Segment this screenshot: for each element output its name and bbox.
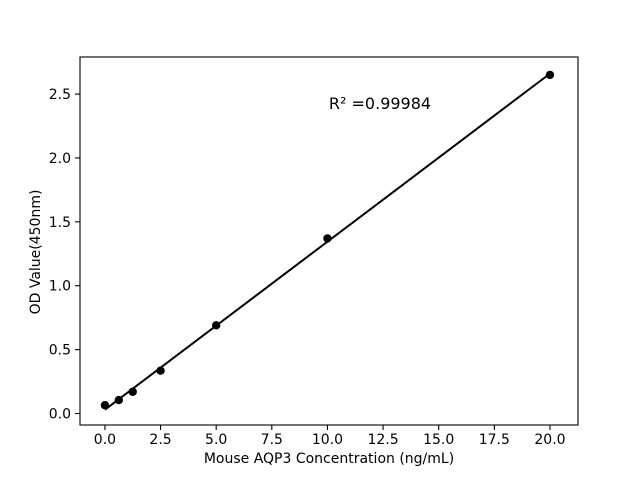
x-tick-label: 10.0	[312, 432, 343, 448]
y-tick-label: 0.0	[49, 407, 71, 423]
data-point	[156, 366, 165, 375]
data-point	[114, 395, 124, 405]
plot-frame	[79, 56, 579, 426]
data-point	[211, 321, 221, 330]
r-squared-annotation: R² =0.99984	[329, 94, 431, 113]
data-point	[323, 234, 332, 243]
x-axis-label: Mouse AQP3 Concentration (ng/mL)	[204, 451, 454, 467]
x-tick-label: 2.5	[149, 432, 171, 448]
x-tick-label: 0.0	[94, 432, 116, 448]
data-point	[100, 400, 110, 410]
x-tick-label: 15.0	[423, 432, 454, 448]
y-tick-label: 2.0	[49, 151, 71, 167]
y-tick-label: 1.5	[49, 215, 71, 231]
x-tick-label: 20.0	[534, 432, 565, 448]
y-tick-label: 0.5	[49, 343, 71, 359]
data-point	[128, 387, 137, 396]
x-tick-label: 5.0	[205, 432, 227, 448]
y-axis-label: OD Value(450nm)	[28, 190, 44, 315]
x-tick-label: 7.5	[261, 432, 283, 448]
x-tick-label: 12.5	[367, 432, 398, 448]
y-tick-label: 1.0	[49, 279, 71, 295]
x-tick-label: 17.5	[479, 432, 510, 448]
y-tick-label: 2.5	[49, 87, 71, 103]
data-point	[545, 70, 555, 80]
